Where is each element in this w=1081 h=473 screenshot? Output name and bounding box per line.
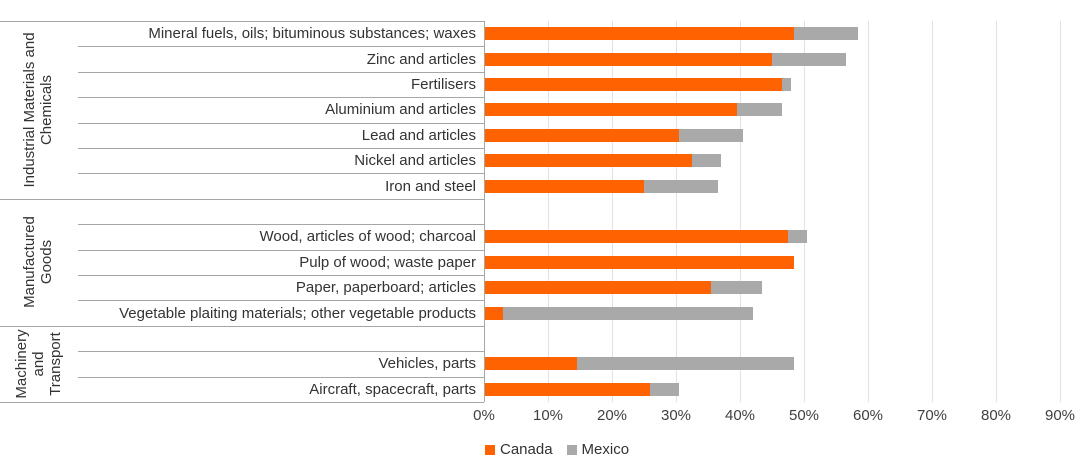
category-label: Zinc and articles <box>366 50 476 68</box>
row-separator-line <box>78 71 484 73</box>
bar-canada-segment <box>484 255 795 269</box>
row-separator-line <box>78 122 484 124</box>
bar-canada-segment <box>484 306 504 320</box>
bar-mexico-segment <box>650 382 680 396</box>
row-separator-line <box>78 351 484 353</box>
row-separator-line <box>78 300 484 302</box>
group-label: Machinery and Transport <box>0 326 78 402</box>
category-label: Aircraft, spacecraft, parts <box>309 380 476 398</box>
row-separator-line <box>78 173 484 175</box>
axis-tick-label: 30% <box>660 407 692 424</box>
row-separator-line <box>78 97 484 99</box>
group-label-text: Machinery and Transport <box>12 329 64 399</box>
axis-tick-label: 70% <box>916 407 948 424</box>
category-label: Wood, articles of wood; charcoal <box>259 228 477 246</box>
bar-canada-segment <box>484 52 772 66</box>
bar-mexico-segment <box>503 306 753 320</box>
gridline <box>740 21 741 402</box>
gridline <box>1060 21 1061 402</box>
gridline <box>548 21 549 402</box>
gridline <box>804 21 805 402</box>
category-label: Fertilisers <box>410 75 476 93</box>
bar-mexico-segment <box>644 179 718 193</box>
category-label: Mineral fuels, oils; bituminous substanc… <box>148 25 476 43</box>
row-separator-line <box>78 275 484 276</box>
bar-canada-segment <box>484 27 795 41</box>
axis-tick-label: 10% <box>532 407 564 424</box>
row-separator-line <box>78 148 484 149</box>
row-separator-line <box>78 46 484 48</box>
bar-mexico-segment <box>692 154 721 168</box>
group-separator-line <box>0 325 484 327</box>
group-label-text: Industrial Materials and Chemicals <box>21 32 55 188</box>
bar-mexico-segment <box>772 52 846 66</box>
row-separator-line <box>78 249 484 251</box>
legend-swatch-canada <box>485 444 495 455</box>
bar-canada-segment <box>484 382 651 396</box>
gridline <box>612 21 613 402</box>
axis-tick-label: 40% <box>724 407 756 424</box>
group-label: Manufactured Goods <box>0 199 78 326</box>
axis-tick-label: 90% <box>1044 407 1076 424</box>
bar-canada-segment <box>484 281 712 295</box>
gridline <box>932 21 933 402</box>
bar-mexico-segment <box>679 128 744 142</box>
bar-mexico-segment <box>711 281 763 295</box>
category-label: Aluminium and articles <box>325 101 476 119</box>
gridline <box>996 21 997 402</box>
category-label: Iron and steel <box>385 177 476 195</box>
category-label: Vehicles, parts <box>378 355 476 373</box>
bar-canada-segment <box>484 154 692 168</box>
bar-canada-segment <box>484 103 737 117</box>
legend-label-canada: Canada <box>500 441 553 458</box>
axis-tick-label: 0% <box>473 407 495 424</box>
category-axis-line <box>484 21 485 402</box>
category-label: Lead and articles <box>361 126 476 144</box>
bar-canada-segment <box>484 230 788 244</box>
gridline <box>868 21 869 402</box>
legend: Canada Mexico <box>485 441 629 458</box>
axis-tick-label: 50% <box>788 407 820 424</box>
axis-tick-label: 80% <box>980 407 1012 424</box>
axis-tick-label: 60% <box>852 407 884 424</box>
axis-tick-label: 20% <box>596 407 628 424</box>
category-label: Vegetable plaiting materials; other vege… <box>119 304 476 322</box>
legend-item-canada: Canada <box>485 441 553 458</box>
group-separator-line <box>0 198 484 200</box>
category-label: Paper, paperboard; articles <box>295 279 476 297</box>
bar-mexico-segment <box>794 27 859 41</box>
category-label: Nickel and articles <box>354 152 476 170</box>
bar-mexico-segment <box>781 78 792 91</box>
bar-canada-segment <box>484 179 644 193</box>
group-label: Industrial Materials and Chemicals <box>0 21 78 199</box>
bar-mexico-segment <box>788 230 808 244</box>
bar-mexico-segment <box>736 103 782 117</box>
legend-swatch-mexico <box>566 444 577 455</box>
bar-canada-segment <box>484 128 680 142</box>
group-separator-line <box>0 21 484 22</box>
bar-canada-segment <box>484 78 782 91</box>
category-label: Pulp of wood; waste paper <box>299 253 476 271</box>
axis-bottom-line <box>0 402 484 403</box>
row-separator-line <box>78 376 484 378</box>
bar-canada-segment <box>484 357 577 371</box>
legend-item-mexico: Mexico <box>566 441 630 458</box>
legend-label-mexico: Mexico <box>581 441 630 458</box>
group-label-text: Manufactured Goods <box>21 216 55 309</box>
gridline <box>676 21 677 402</box>
bar-mexico-segment <box>576 357 795 371</box>
row-separator-line <box>78 224 484 226</box>
